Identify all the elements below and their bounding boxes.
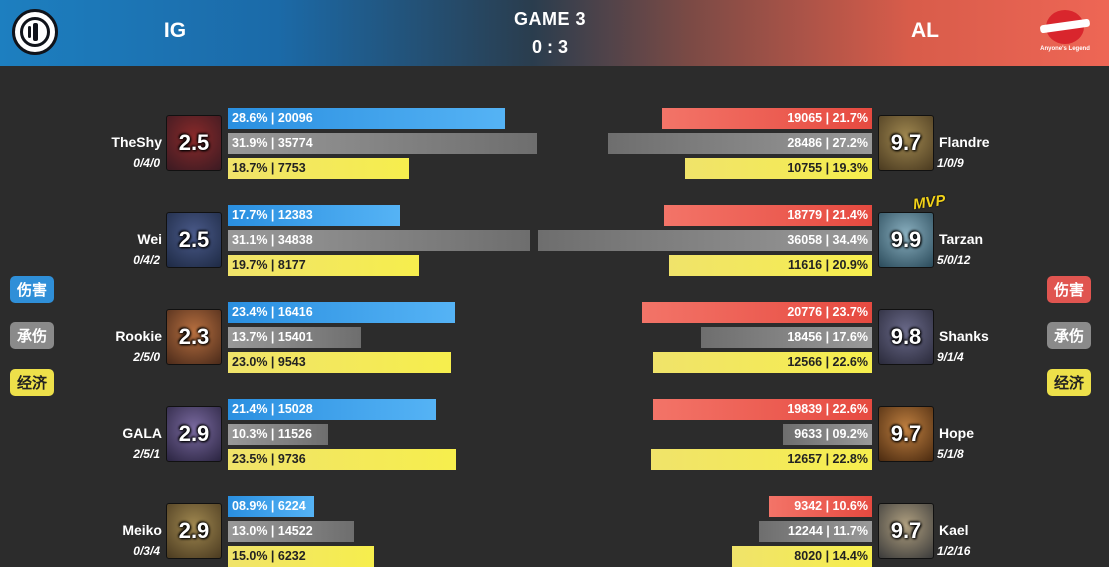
player-rating: 2.9 — [178, 518, 210, 543]
tank-bar: 12244 | 11.7% — [759, 521, 872, 542]
player-kda: 1/2/16 — [937, 544, 971, 558]
champion-portrait: 2.9 — [166, 503, 222, 559]
champion-portrait: 9.7 — [878, 406, 934, 462]
tank-bar: 31.9% | 35774 — [228, 133, 537, 154]
tank-bar: 28486 | 27.2% — [608, 133, 872, 154]
ig-logo — [12, 9, 58, 55]
tank-bar: 9633 | 09.2% — [783, 424, 872, 445]
series-score: 0 : 3 — [531, 37, 569, 57]
player-kda: 2/5/0 — [133, 350, 160, 364]
player-name: Hope — [939, 425, 974, 441]
player-kda: 9/1/4 — [937, 350, 964, 364]
legend-gold-right: 经济 — [1047, 369, 1091, 396]
damage-bar: 08.9% | 6224 — [228, 496, 314, 517]
gold-bar: 12566 | 22.6% — [653, 352, 872, 373]
gold-bar: 11616 | 20.9% — [669, 255, 872, 276]
player-rating: 9.8 — [890, 324, 922, 349]
legend-damage-right: 伤害 — [1047, 276, 1091, 303]
legend-gold-left: 经济 — [10, 369, 54, 396]
player-name: Rookie — [115, 328, 162, 344]
tank-bar: 36058 | 34.4% — [538, 230, 872, 251]
champion-portrait: 2.5 — [166, 115, 222, 171]
gold-bar: 10755 | 19.3% — [685, 158, 872, 179]
damage-bar: 18779 | 21.4% — [664, 205, 872, 226]
gold-bar: 19.7% | 8177 — [228, 255, 419, 276]
legend-tank-left: 承伤 — [10, 322, 54, 349]
champion-portrait: 9.7 — [878, 115, 934, 171]
gold-bar: 12657 | 22.8% — [651, 449, 872, 470]
champion-portrait: 2.3 — [166, 309, 222, 365]
player-kda: 0/3/4 — [133, 544, 160, 558]
champion-portrait: 9.7 — [878, 503, 934, 559]
player-name: GALA — [122, 425, 162, 441]
champion-portrait: 9.9 — [878, 212, 934, 268]
player-rating: 2.5 — [178, 130, 210, 155]
damage-bar: 28.6% | 20096 — [228, 108, 505, 129]
player-kda: 1/0/9 — [937, 156, 964, 170]
champion-portrait: 2.9 — [166, 406, 222, 462]
player-rating: 2.9 — [178, 421, 210, 446]
player-kda: 0/4/0 — [133, 156, 160, 170]
player-name: Flandre — [939, 134, 990, 150]
player-name: TheShy — [111, 134, 162, 150]
tank-bar: 18456 | 17.6% — [701, 327, 872, 348]
player-rating: 2.5 — [178, 227, 210, 252]
player-rating: 2.3 — [178, 324, 210, 349]
player-kda: 5/1/8 — [937, 447, 964, 461]
champion-portrait: 2.5 — [166, 212, 222, 268]
gold-bar: 18.7% | 7753 — [228, 158, 409, 179]
player-name: Tarzan — [939, 231, 984, 247]
player-name: Kael — [939, 522, 969, 538]
damage-bar: 17.7% | 12383 — [228, 205, 400, 226]
tank-bar: 13.7% | 15401 — [228, 327, 361, 348]
damage-bar: 20776 | 23.7% — [642, 302, 872, 323]
scoreboard-header: IG GAME 3 0 : 3 AL Anyone's Legend — [0, 0, 1109, 66]
gold-bar: 23.5% | 9736 — [228, 449, 456, 470]
gold-bar: 8020 | 14.4% — [732, 546, 872, 567]
player-rating: 9.7 — [890, 421, 922, 446]
team-right-name: AL — [911, 19, 939, 42]
damage-bar: 19839 | 22.6% — [653, 399, 872, 420]
team-left-name: IG — [163, 19, 187, 42]
al-logo: Anyone's Legend — [1036, 8, 1094, 58]
player-rating: 9.7 — [890, 518, 922, 543]
player-name: Meiko — [122, 522, 162, 538]
tank-bar: 10.3% | 11526 — [228, 424, 328, 445]
player-rating: 9.7 — [890, 130, 922, 155]
damage-bar: 9342 | 10.6% — [769, 496, 872, 517]
player-kda: 0/4/2 — [133, 253, 160, 267]
damage-bar: 21.4% | 15028 — [228, 399, 436, 420]
damage-bar: 19065 | 21.7% — [662, 108, 872, 129]
legend-tank-right: 承伤 — [1047, 322, 1091, 349]
player-rating: 9.9 — [890, 227, 922, 252]
champion-portrait: 9.8 — [878, 309, 934, 365]
player-kda: 5/0/12 — [937, 253, 971, 267]
damage-bar: 23.4% | 16416 — [228, 302, 455, 323]
player-name: Wei — [137, 231, 162, 247]
player-name: Shanks — [939, 328, 989, 344]
tank-bar: 31.1% | 34838 — [228, 230, 530, 251]
mvp-label: MVP — [911, 191, 947, 214]
gold-bar: 15.0% | 6232 — [228, 546, 374, 567]
player-kda: 2/5/1 — [133, 447, 160, 461]
game-title: GAME 3 — [513, 9, 586, 29]
tank-bar: 13.0% | 14522 — [228, 521, 354, 542]
gold-bar: 23.0% | 9543 — [228, 352, 451, 373]
legend-damage-left: 伤害 — [10, 276, 54, 303]
